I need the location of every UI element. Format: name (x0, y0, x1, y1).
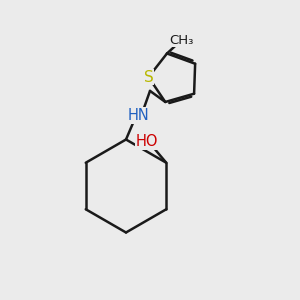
Text: CH₃: CH₃ (169, 34, 194, 47)
Text: HO: HO (136, 134, 159, 149)
Text: S: S (144, 70, 153, 85)
Text: HN: HN (127, 108, 149, 123)
